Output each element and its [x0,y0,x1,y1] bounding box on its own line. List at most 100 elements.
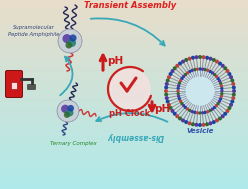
Bar [0,182,248,183]
Bar [0,57,248,58]
Bar [0,36,248,37]
Bar [0,56,248,57]
Bar [0,80,248,81]
Bar [0,44,248,45]
Circle shape [205,56,209,60]
Circle shape [177,68,223,114]
Bar [0,69,248,70]
Bar [0,35,248,36]
Circle shape [187,57,191,61]
Bar [0,18,248,19]
Circle shape [67,105,74,112]
Bar [0,3,248,4]
Circle shape [218,116,222,121]
Bar [0,127,248,128]
Bar [0,160,248,161]
Circle shape [165,82,169,86]
Bar [0,66,248,67]
Bar [0,25,248,26]
Text: Supramolecular
Peptide Amphiphile: Supramolecular Peptide Amphiphile [8,25,60,37]
Bar [0,162,248,163]
Bar [0,47,248,48]
Bar [11,82,17,89]
Bar [0,60,248,61]
Circle shape [58,29,82,53]
Bar [0,54,248,55]
Text: Dis-assembly: Dis-assembly [106,132,163,142]
Bar [0,89,248,90]
Bar [0,64,248,65]
Circle shape [217,102,220,105]
Circle shape [165,96,169,100]
Bar [0,101,248,102]
Bar [0,161,248,162]
Circle shape [63,34,71,42]
Bar [0,74,248,75]
Circle shape [232,93,236,97]
Bar [0,136,248,137]
Bar [0,159,248,160]
Circle shape [219,97,222,101]
Bar [0,180,248,181]
Circle shape [110,69,150,109]
Circle shape [66,109,73,116]
Circle shape [181,119,185,122]
Bar [0,163,248,164]
Bar [0,129,248,130]
Circle shape [221,114,225,118]
Circle shape [217,77,220,80]
Bar [0,103,248,104]
Circle shape [184,58,188,62]
Circle shape [64,112,70,118]
Bar [0,123,248,124]
Bar [0,170,248,171]
Circle shape [213,73,216,76]
Bar [0,49,248,50]
Circle shape [209,109,212,112]
Bar [0,125,248,126]
Bar [0,107,248,108]
Circle shape [204,111,207,114]
Bar [0,73,248,74]
FancyArrowPatch shape [60,57,73,95]
Bar [0,19,248,20]
Bar [0,138,248,139]
Bar [0,15,248,16]
Bar [0,23,248,24]
Bar [0,157,248,158]
Circle shape [190,110,194,113]
Bar [0,33,248,34]
Bar [0,59,248,60]
Bar [0,183,248,184]
Circle shape [169,106,173,110]
Circle shape [184,120,188,124]
Bar [0,31,248,32]
Bar [0,37,248,38]
Bar [0,110,248,111]
Circle shape [231,82,235,86]
Bar [0,30,248,31]
Circle shape [175,114,179,118]
Bar [0,146,248,147]
Bar [0,97,248,98]
Circle shape [206,69,210,72]
Circle shape [215,75,218,78]
Text: pH Clock: pH Clock [109,109,151,119]
Circle shape [61,105,69,113]
Bar [0,12,248,13]
Bar [0,6,248,7]
Bar [0,42,248,43]
Circle shape [211,107,214,111]
Circle shape [194,123,198,127]
Circle shape [194,55,198,59]
Bar [0,53,248,54]
Bar [0,5,248,6]
Circle shape [191,122,195,126]
Circle shape [190,69,194,72]
Text: pH: pH [107,56,123,66]
Bar [0,165,248,166]
Circle shape [166,78,170,82]
Bar [0,116,248,117]
Circle shape [201,111,204,115]
Bar [0,153,248,154]
